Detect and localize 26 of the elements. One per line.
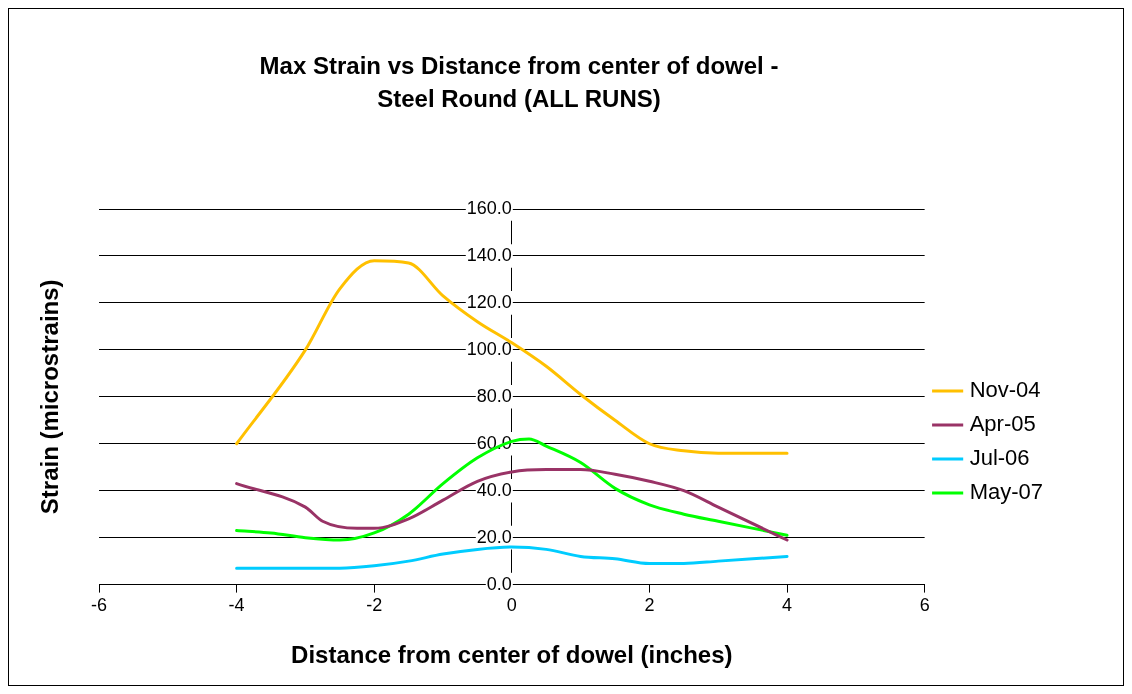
y-axis-title: Strain (microstrains) (35, 279, 63, 515)
x-tick-label: 0 (506, 595, 517, 616)
y-tick-label: 140.0 (466, 244, 512, 265)
chart-title: Max Strain vs Distance from center of dowel - Steel Round (ALL RUNS) (259, 51, 779, 114)
legend-label: Jul-06 (969, 445, 1030, 471)
line-series (235, 545, 789, 570)
y-tick-label: 0.0 (486, 573, 512, 594)
legend-label: Nov-04 (969, 377, 1041, 403)
y-tick-label: 160.0 (466, 197, 512, 218)
x-tick-label: 6 (919, 595, 930, 616)
x-tick-label: 4 (782, 595, 793, 616)
legend-label: Apr-05 (969, 411, 1036, 437)
x-axis-title: Distance from center of dowel (inches) (291, 641, 733, 669)
legend-label: May-07 (969, 479, 1043, 505)
y-tick-label: 80.0 (476, 385, 512, 406)
y-tick-label: 40.0 (476, 479, 512, 500)
line-series (235, 437, 789, 542)
x-tick-label: -2 (366, 595, 383, 616)
line-series (235, 259, 789, 455)
y-tick-label: 20.0 (476, 526, 512, 547)
line-series (235, 468, 789, 542)
x-tick-label: -6 (90, 595, 108, 616)
x-tick-label: -4 (228, 595, 245, 616)
x-tick-label: 2 (644, 595, 655, 616)
y-tick-label: 120.0 (466, 291, 512, 312)
y-tick-label: 100.0 (466, 338, 512, 359)
